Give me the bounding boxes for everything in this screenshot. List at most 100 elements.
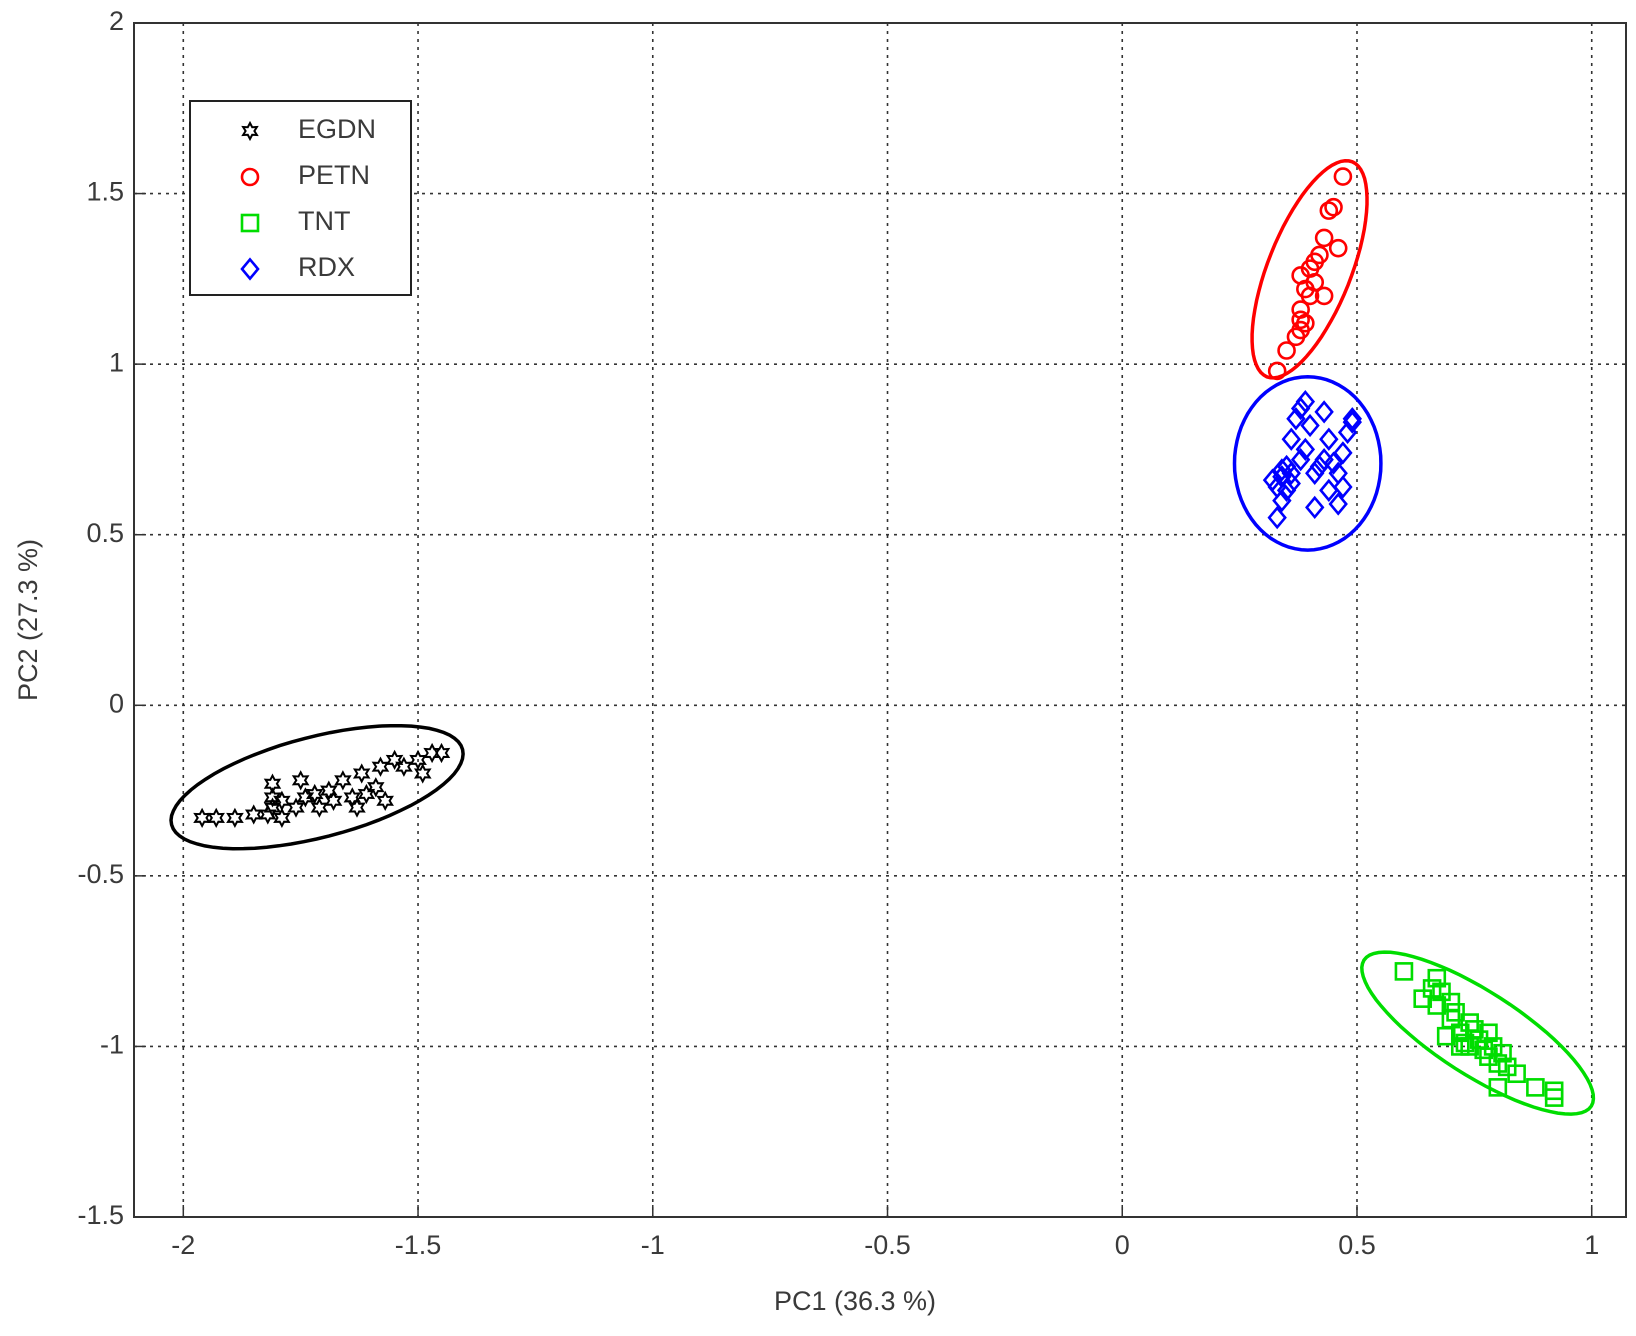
point — [1455, 1033, 1475, 1053]
point — [1342, 407, 1362, 431]
x-tick-label: 0 — [1115, 1230, 1130, 1260]
y-tick-label: -0.5 — [77, 859, 124, 889]
confidence-ellipse — [1250, 159, 1369, 380]
point — [371, 756, 390, 777]
point — [193, 807, 211, 829]
x-tick-label: -2 — [171, 1230, 195, 1260]
point — [1432, 982, 1451, 1002]
point — [1450, 1037, 1470, 1056]
point — [1300, 286, 1320, 306]
point — [348, 797, 366, 818]
point — [1290, 396, 1311, 421]
legend-marker — [241, 120, 259, 142]
point — [1507, 1064, 1526, 1084]
point — [1342, 410, 1362, 434]
point — [352, 763, 371, 784]
point — [1333, 475, 1353, 499]
y-tick-label: 0 — [109, 688, 124, 718]
legend-label: RDX — [298, 252, 355, 282]
legend-marker — [240, 257, 260, 281]
point — [1526, 1078, 1545, 1097]
point — [1267, 361, 1287, 381]
point — [1319, 427, 1339, 451]
x-tick-label: -0.5 — [864, 1230, 911, 1260]
confidence-ellipse — [1232, 375, 1383, 552]
x-axis-label: PC1 (36.3 %) — [774, 1286, 936, 1316]
point — [1314, 228, 1334, 248]
y-axis-label: PC2 (27.3 %) — [13, 539, 43, 701]
point — [263, 787, 282, 808]
point — [367, 777, 385, 798]
point — [1281, 427, 1301, 451]
point — [1446, 1003, 1465, 1022]
point — [1333, 167, 1353, 186]
point — [1310, 245, 1329, 265]
point — [291, 770, 310, 791]
point — [244, 804, 263, 825]
y-tick-label: 1 — [109, 347, 124, 377]
point — [385, 749, 404, 771]
point — [1427, 968, 1447, 988]
y-tick-label: -1 — [100, 1030, 124, 1060]
point — [324, 790, 343, 811]
y-tick-label: 2 — [109, 6, 124, 36]
point — [273, 807, 291, 829]
point — [1488, 1078, 1508, 1097]
point — [1427, 996, 1447, 1015]
point — [376, 790, 394, 811]
y-tick-label: 1.5 — [86, 177, 124, 207]
point — [357, 783, 376, 805]
point — [1276, 478, 1297, 502]
point — [287, 797, 305, 818]
point — [207, 807, 225, 829]
point — [296, 787, 315, 808]
point — [1281, 461, 1301, 485]
legend-marker — [240, 167, 260, 187]
y-tick-label: 0.5 — [86, 518, 124, 548]
legend-label: PETN — [298, 160, 370, 190]
point — [305, 783, 324, 805]
point — [1277, 341, 1296, 360]
x-tick-label: -1.5 — [395, 1230, 442, 1260]
x-tick-label: -1 — [641, 1230, 665, 1260]
point — [263, 797, 282, 818]
point — [1267, 506, 1287, 530]
point — [226, 807, 244, 829]
point — [273, 790, 291, 811]
point — [413, 763, 432, 784]
point — [1305, 495, 1325, 520]
point — [263, 773, 282, 794]
point — [1314, 286, 1334, 306]
point — [1314, 400, 1334, 424]
point — [1300, 413, 1320, 438]
point — [1281, 471, 1301, 496]
point — [1333, 441, 1353, 465]
legend-box — [189, 100, 412, 296]
legend-marker — [240, 213, 260, 233]
point — [1296, 313, 1315, 333]
point — [1488, 1054, 1508, 1073]
x-tick-label: 0.5 — [1338, 1230, 1376, 1260]
point — [1479, 1023, 1498, 1043]
point — [1323, 451, 1344, 475]
y-tick-label: -1.5 — [77, 1200, 124, 1230]
point — [1324, 197, 1343, 217]
point — [1295, 390, 1316, 414]
point — [1328, 238, 1348, 258]
point — [432, 742, 451, 764]
legend-label: TNT — [298, 206, 350, 236]
point — [1328, 492, 1348, 516]
x-tick-label: 1 — [1584, 1230, 1599, 1260]
confidence-ellipse — [169, 723, 465, 851]
plot-frame — [133, 22, 1627, 1218]
confidence-ellipse — [1360, 950, 1596, 1116]
point — [1305, 461, 1325, 485]
point — [1544, 1081, 1564, 1101]
point — [1295, 437, 1316, 462]
point — [1450, 1023, 1470, 1043]
point — [1291, 310, 1310, 330]
point — [1319, 201, 1339, 220]
point — [1493, 1043, 1512, 1063]
point — [334, 770, 352, 791]
